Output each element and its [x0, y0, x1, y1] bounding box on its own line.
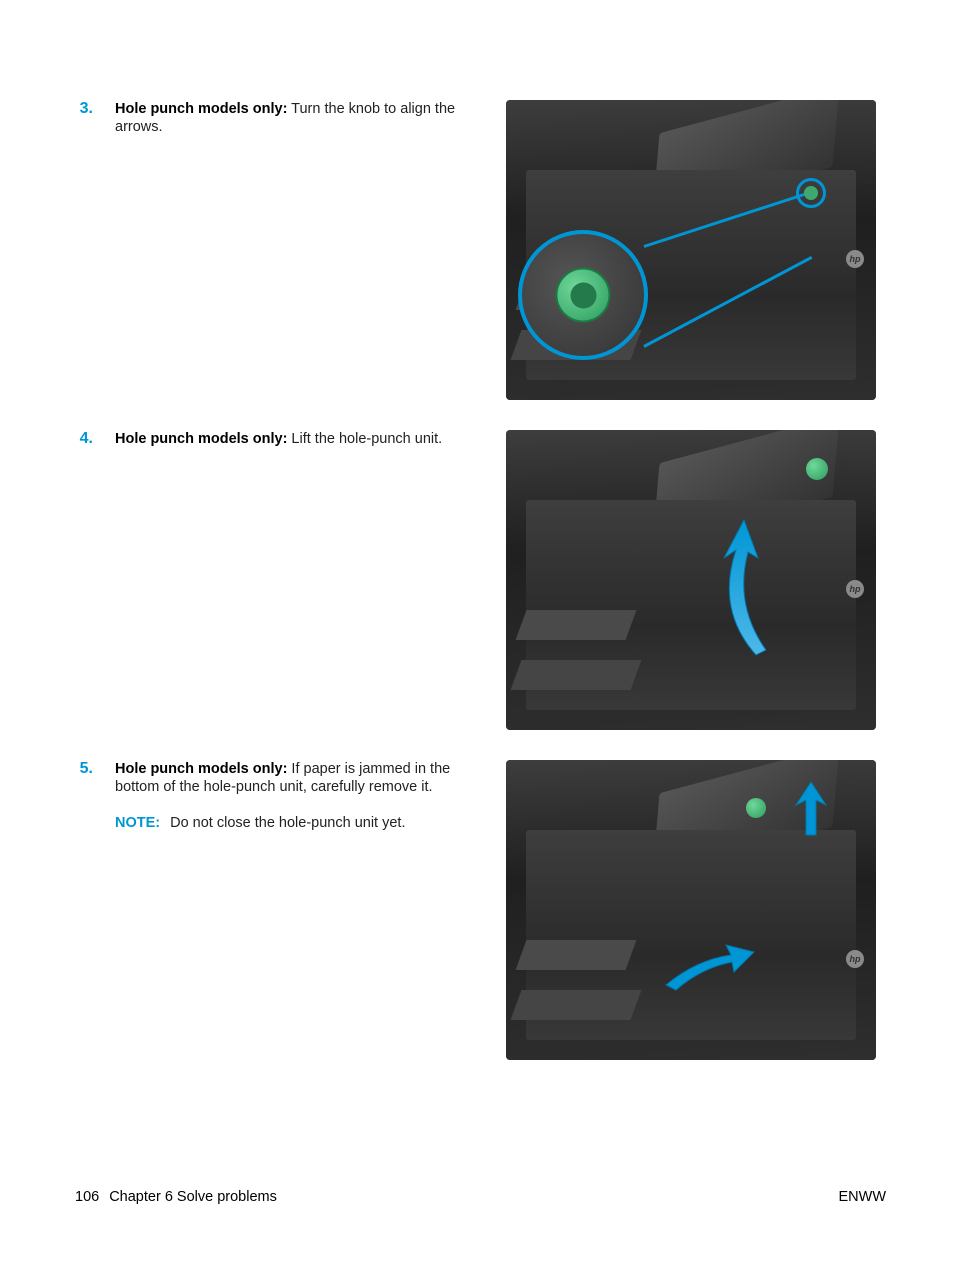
lift-arrow-icon — [706, 510, 796, 660]
step-3-text: 3. Hole punch models only: Turn the knob… — [75, 100, 475, 136]
step-5-text: 5. Hole punch models only: If paper is j… — [75, 760, 475, 832]
knob-dot-icon — [806, 458, 828, 480]
step-prefix: Hole punch models only: — [115, 761, 287, 777]
step-main-text: Lift the hole-punch unit. — [287, 431, 442, 447]
step-number: 4. — [75, 430, 93, 448]
footer-left: 106 Chapter 6 Solve problems — [75, 1189, 277, 1205]
step-3: 3. Hole punch models only: Turn the knob… — [75, 100, 886, 400]
hp-logo-badge: hp — [846, 950, 864, 968]
page-content: 3. Hole punch models only: Turn the knob… — [0, 0, 954, 1270]
note-text: Do not close the hole-punch unit yet. — [170, 814, 405, 832]
up-arrow-icon — [786, 780, 836, 840]
step-4-image-col: hp — [475, 430, 886, 730]
knob-icon — [556, 268, 611, 323]
step-number: 5. — [75, 760, 93, 778]
curved-arrow-icon — [656, 930, 756, 1000]
knob-target-icon — [796, 178, 826, 208]
step-body: Hole punch models only: If paper is jamm… — [115, 760, 475, 832]
step-prefix: Hole punch models only: — [115, 431, 287, 447]
note-block: NOTE: Do not close the hole-punch unit y… — [115, 814, 475, 832]
step-body: Hole punch models only: Lift the hole-pu… — [115, 430, 442, 448]
step-3-image-col: hp — [475, 100, 886, 400]
step-4: 4. Hole punch models only: Lift the hole… — [75, 430, 886, 730]
footer-language: ENWW — [838, 1189, 886, 1205]
page-footer: 106 Chapter 6 Solve problems ENWW — [75, 1189, 886, 1205]
step-prefix: Hole punch models only: — [115, 101, 287, 117]
step-5: 5. Hole punch models only: If paper is j… — [75, 760, 886, 1060]
hp-logo-badge: hp — [846, 580, 864, 598]
step-5-image-col: hp — [475, 760, 886, 1060]
chapter-label: Chapter 6 Solve problems — [109, 1189, 277, 1205]
note-label: NOTE: — [115, 814, 160, 832]
printer-illustration-5: hp — [506, 760, 876, 1060]
page-number: 106 — [75, 1189, 99, 1205]
step-body: Hole punch models only: Turn the knob to… — [115, 100, 475, 136]
callout-magnifier-icon — [518, 230, 648, 360]
knob-dot-icon — [746, 798, 766, 818]
step-4-text: 4. Hole punch models only: Lift the hole… — [75, 430, 475, 448]
step-number: 3. — [75, 100, 93, 118]
printer-illustration-4: hp — [506, 430, 876, 730]
printer-illustration-3: hp — [506, 100, 876, 400]
hp-logo-badge: hp — [846, 250, 864, 268]
